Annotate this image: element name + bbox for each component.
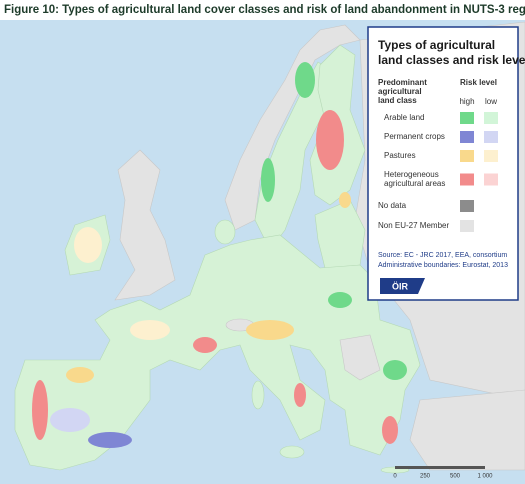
- eu-land: [279, 445, 305, 459]
- region-patch: [382, 416, 398, 444]
- swatch: [460, 220, 474, 232]
- region-patch: [339, 192, 351, 208]
- scale-label: 250: [420, 474, 431, 480]
- legend-label: agricultural areas: [384, 179, 445, 188]
- class-header: land class: [378, 96, 417, 105]
- region-patch: [328, 292, 352, 308]
- swatch-high: [460, 150, 474, 162]
- swatch-low: [484, 112, 498, 124]
- legend-box: [367, 26, 519, 301]
- legend-label: Permanent crops: [384, 132, 445, 141]
- legend-title: Types of agricultural: [378, 38, 495, 52]
- class-header: Predominant: [378, 78, 427, 87]
- swatch-high: [460, 173, 474, 186]
- region-patches: [32, 62, 407, 448]
- logo: ÖIR: [392, 281, 409, 291]
- region-patch: [74, 227, 102, 263]
- legend-label: Pastures: [384, 151, 416, 160]
- region-patch: [261, 158, 275, 202]
- scale-bar: [395, 466, 485, 469]
- region-patch: [130, 320, 170, 340]
- legend-title: land classes and risk level: [378, 53, 525, 67]
- high-header: high: [459, 97, 474, 106]
- risk-header: Risk level: [460, 78, 497, 87]
- eu-land: [14, 234, 421, 471]
- eu-land: [251, 380, 265, 410]
- swatch-high: [460, 112, 474, 124]
- region-patch: [383, 360, 407, 380]
- legend-label: Arable land: [384, 113, 424, 122]
- region-patch: [316, 110, 344, 170]
- region-patch: [32, 380, 48, 440]
- logo-shape: [380, 278, 425, 294]
- swatch-high: [460, 131, 474, 143]
- scale-bar-line: [395, 466, 485, 469]
- legend-label: No data: [378, 201, 407, 210]
- eu-land: [214, 219, 236, 245]
- region-patch: [50, 408, 90, 432]
- swatch: [460, 200, 474, 212]
- scale-label: 1 000: [477, 474, 493, 480]
- scale-label: 500: [450, 474, 461, 480]
- source-note: Source: EC - JRC 2017, EEA, consortium: [378, 252, 507, 259]
- legend-label: Heterogeneous: [384, 170, 439, 179]
- scale-label: 0: [393, 474, 397, 480]
- source-note: Administrative boundaries: Eurostat, 201…: [378, 262, 508, 269]
- swatch-low: [484, 173, 498, 186]
- region-patch: [295, 62, 315, 98]
- legend-label: Non EU-27 Member: [378, 221, 449, 230]
- non-eu-land: [409, 389, 525, 471]
- region-patch: [294, 383, 306, 407]
- swatch-low: [484, 131, 498, 143]
- swatch-low: [484, 150, 498, 162]
- region-patch: [246, 320, 294, 340]
- region-patch: [193, 337, 217, 353]
- region-patch: [88, 432, 132, 448]
- class-header: agricultural: [378, 87, 422, 96]
- figure-title: Figure 10: Types of agricultural land co…: [4, 4, 525, 16]
- non-eu-land: [339, 334, 381, 381]
- low-header: low: [485, 97, 497, 106]
- non-eu-land: [114, 149, 176, 301]
- region-patch: [66, 367, 94, 383]
